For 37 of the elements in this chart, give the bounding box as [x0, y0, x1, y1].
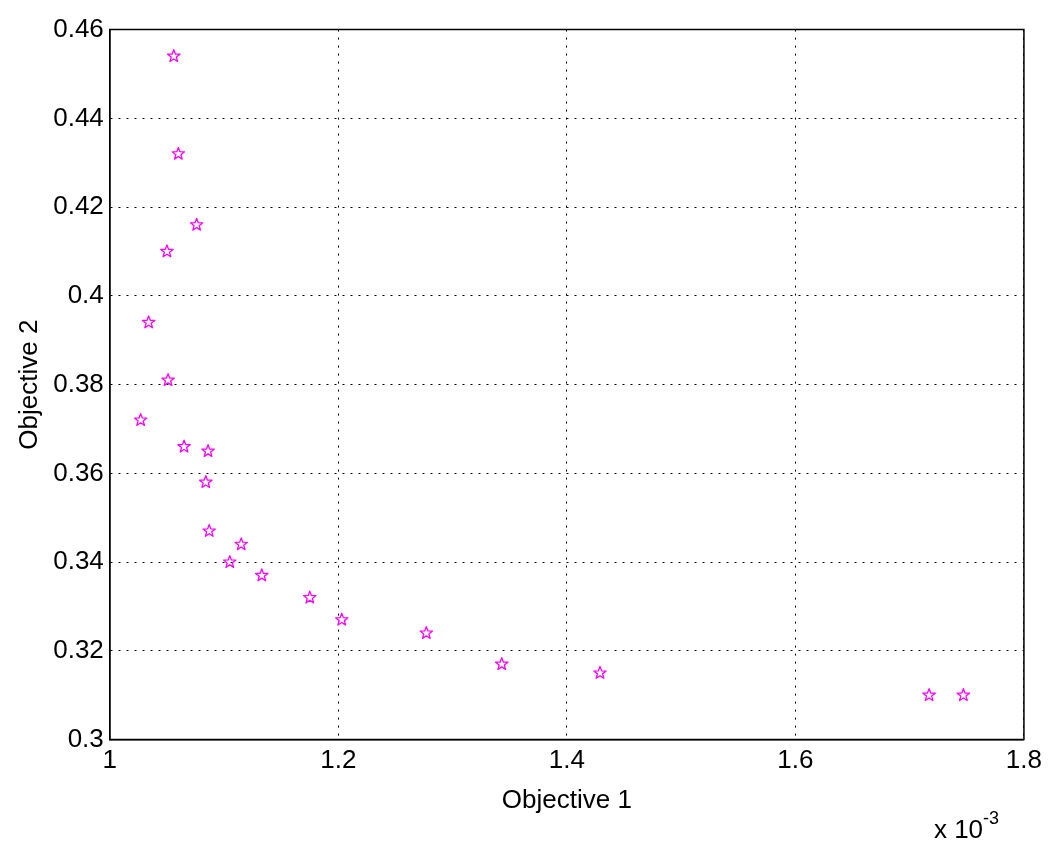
x-axis-title: Objective 1 [501, 783, 632, 814]
y-tick-label: 0.3 [67, 722, 104, 753]
point [254, 568, 269, 582]
point [166, 49, 181, 63]
x-tick-label: 1.4 [548, 744, 585, 775]
y-tick-label: 0.42 [53, 190, 104, 221]
y-tick-label: 0.46 [53, 12, 104, 43]
point [419, 625, 434, 640]
point [202, 523, 217, 537]
point [593, 665, 607, 679]
point [161, 373, 175, 387]
point [189, 217, 204, 231]
y-tick-label: 0.44 [53, 101, 104, 132]
y-tick-label: 0.36 [53, 456, 104, 487]
y-tick-label: 0.4 [67, 279, 104, 310]
point [956, 688, 971, 702]
x-tick-label: 1.2 [320, 744, 357, 775]
point [302, 590, 317, 604]
point [177, 439, 191, 453]
point [334, 612, 349, 626]
x-tick-label: 1 [102, 744, 118, 775]
y-tick-label: 0.34 [53, 545, 104, 576]
point [222, 554, 237, 569]
point [198, 475, 213, 489]
x-tick-label: 1.8 [1005, 744, 1043, 775]
point [141, 315, 156, 329]
point [201, 444, 215, 458]
point [922, 688, 936, 702]
y-axis-title: Objective 2 [12, 319, 43, 450]
y-tick-label: 0.38 [53, 367, 104, 398]
point [160, 244, 174, 258]
point [171, 146, 186, 160]
y-tick-label: 0.32 [53, 634, 104, 665]
point [494, 657, 509, 671]
point [133, 412, 148, 427]
point [234, 537, 249, 551]
x-tick-label: 1.6 [777, 744, 814, 775]
